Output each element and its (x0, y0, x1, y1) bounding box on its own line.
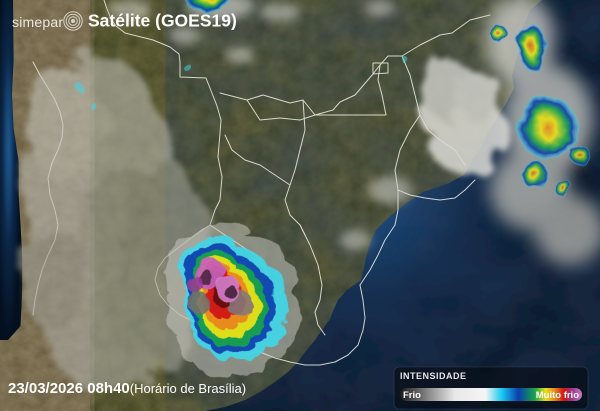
svg-text:Frio: Frio (403, 390, 421, 401)
svg-text:INTENSIDADE: INTENSIDADE (400, 371, 467, 381)
svg-text:Muito frio: Muito frio (536, 390, 579, 401)
svg-text:simepar: simepar (12, 14, 63, 30)
svg-text:Satélite (GOES19): Satélite (GOES19) (88, 11, 237, 31)
svg-text:23/03/2026 08h40(Horário de Br: 23/03/2026 08h40(Horário de Brasília) (8, 380, 246, 397)
